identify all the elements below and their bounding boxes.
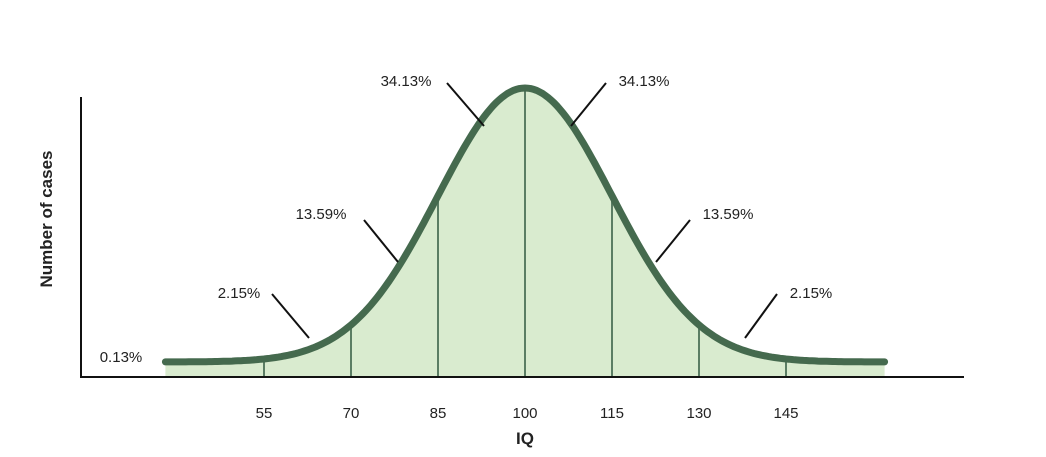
x-tick-label: 130 <box>686 405 711 422</box>
x-tick-label: 70 <box>343 405 360 422</box>
x-tick-label: 145 <box>773 405 798 422</box>
leader-line <box>570 82 607 127</box>
region-percent-label: 13.59% <box>296 206 347 223</box>
x-tick-label: 100 <box>512 405 537 422</box>
leader-line <box>744 293 778 339</box>
x-tick-label: 115 <box>600 405 624 422</box>
leader-line <box>655 219 691 263</box>
x-tick-label: 55 <box>256 405 273 422</box>
region-percent-label: 34.13% <box>619 73 670 90</box>
x-tick-labels: 55 70 85 100 115 130 145 <box>256 405 799 422</box>
region-percent-label: 13.59% <box>703 206 754 223</box>
y-axis-title: Number of cases <box>37 151 56 288</box>
region-percent-labels: 0.13% 2.15% 13.59% 34.13% 34.13% 13.59% 2.15% <box>100 73 833 366</box>
leader-line <box>271 293 310 339</box>
x-axis-title: IQ <box>516 429 534 448</box>
region-percent-label: 34.13% <box>381 73 432 90</box>
distribution-curve <box>161 84 889 366</box>
x-tick-label: 85 <box>430 405 447 422</box>
region-percent-label: 2.15% <box>790 285 833 302</box>
divider-lines <box>263 90 787 377</box>
leader-line <box>446 82 485 127</box>
region-percent-label: 0.13% <box>100 349 143 366</box>
region-percent-label: 2.15% <box>218 285 261 302</box>
leader-lines <box>271 82 778 339</box>
leader-line <box>363 219 399 263</box>
